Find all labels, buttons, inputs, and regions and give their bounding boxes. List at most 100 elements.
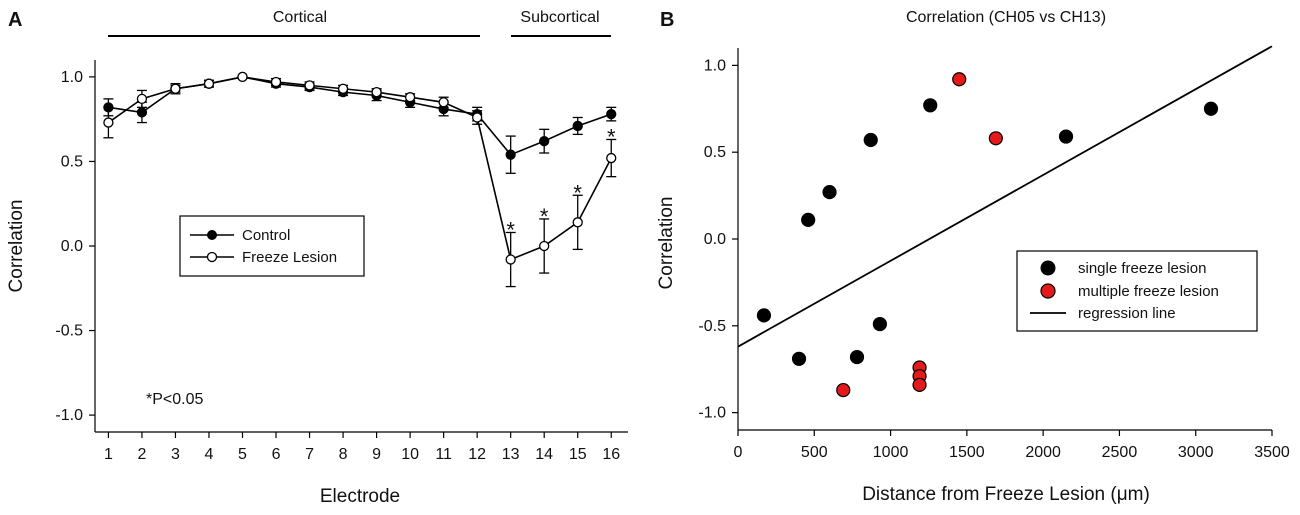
legend-control-marker	[207, 230, 217, 240]
panel-b-x-tick-label: 1000	[873, 444, 909, 461]
panel-b-letter: B	[660, 9, 674, 31]
panel-a-y-tick-label: 1.0	[61, 69, 83, 86]
series-control-line	[108, 76, 612, 156]
series-freeze-lesion-line	[107, 76, 612, 261]
regression-line	[737, 45, 1273, 348]
panel-b-y-ticks: 1.0 0.5 0.0 -0.5 -1.0	[698, 57, 738, 422]
panel-a-letter: A	[8, 9, 22, 31]
panel-b-y-label: Correlation	[656, 197, 677, 290]
single-freeze-lesion-point	[863, 132, 878, 148]
significance-annotation: *P<0.05	[146, 391, 203, 408]
panel-a-x-tick-label: 3	[171, 446, 180, 463]
panel-b-y-tick-label: 1.0	[704, 57, 726, 74]
panel-a-y-tick-label: -0.5	[55, 323, 83, 340]
freeze-lesion-point	[572, 217, 583, 228]
panel-b-x-tick-label: 500	[801, 444, 828, 461]
panel-a-x-tick-label: 1	[104, 446, 113, 463]
freeze-lesion-point	[304, 80, 315, 91]
panel-b-axes	[737, 48, 1272, 431]
panel-b-y-tick-label: 0.0	[704, 231, 726, 248]
freeze-lesion-point	[337, 83, 349, 94]
multiple-freeze-lesion-point	[912, 377, 927, 392]
cortical-label: Cortical	[273, 9, 327, 26]
panel-b-x-tick-label: 3000	[1178, 444, 1214, 461]
freeze-lesion-point	[505, 254, 516, 265]
legend-freeze-marker	[206, 251, 218, 263]
freeze-lesion-point	[472, 112, 483, 123]
panel-b-x-tick-label: 1500	[949, 444, 985, 461]
single-freeze-lesion-point	[756, 308, 772, 323]
control-point	[572, 120, 583, 132]
panel-b-legend-box	[1016, 250, 1258, 332]
control-point	[539, 136, 550, 147]
panel-b-y-tick-label: 0.5	[704, 144, 726, 161]
control-point	[505, 149, 516, 160]
single-freeze-lesion-point	[822, 185, 837, 200]
panel-a-x-tick-label: 4	[205, 446, 214, 463]
panel-b-x-ticks: 0 500 1000 1500 2000 2500 3000 3500	[734, 430, 1290, 461]
panel-a-x-tick-label: 10	[401, 446, 419, 463]
subcortical-label: Subcortical	[520, 9, 599, 26]
freeze-lesion-point	[136, 93, 148, 105]
control-point	[606, 108, 617, 120]
panel-b-x-tick-label: 0	[734, 444, 743, 461]
panel-b-x-tick-label: 2500	[1102, 444, 1138, 461]
legend-multiple-label: multiple freeze lesion	[1078, 283, 1219, 300]
panel-a-x-tick-label: 9	[372, 446, 381, 463]
multiple-freeze-lesion-point	[836, 382, 851, 398]
control-point	[136, 107, 148, 118]
panel-a-x-tick-label: 13	[502, 446, 520, 463]
single-freeze-lesion-point	[923, 98, 938, 113]
legend-multiple-marker	[1040, 283, 1056, 299]
panel-a-legend-box	[179, 215, 365, 277]
freeze-lesion-point	[270, 76, 282, 88]
significance-star: *	[540, 204, 549, 229]
single-freeze-lesion-point	[1203, 101, 1219, 116]
legend-single-marker	[1040, 260, 1056, 276]
panel-a-x-ticks: 1 2 3 4 5 6 7 8 9 10 11 12 13 14 15 16	[104, 432, 620, 463]
freeze-lesion-point	[606, 152, 617, 164]
multiple-freeze-lesion-point	[988, 131, 1003, 146]
freeze-lesion-point	[203, 78, 215, 89]
significance-star: *	[573, 180, 582, 205]
panel-a-y-tick-label: 0.5	[61, 153, 83, 170]
panel-a-plot-area: * * * *	[103, 71, 617, 288]
freeze-lesion-point	[103, 117, 114, 128]
panel-b-legend: single freeze lesion multiple freeze les…	[1016, 250, 1258, 332]
panel-a-brackets: Cortical Subcortical	[108, 9, 611, 37]
legend-single-label: single freeze lesion	[1078, 260, 1206, 277]
single-freeze-lesion-point	[801, 212, 816, 227]
control-point	[103, 102, 114, 113]
panel-a-y-ticks: 1.0 0.5 0.0 -0.5 -1.0	[55, 69, 95, 424]
freeze-lesion-point	[170, 83, 181, 94]
panel-b-x-tick-label: 2000	[1025, 444, 1061, 461]
panel-b-y-tick-label: -1.0	[698, 405, 726, 422]
panel-a-x-tick-label: 16	[602, 446, 620, 463]
panel-a-x-tick-label: 11	[435, 446, 452, 463]
panel-a-legend: Control Freeze Lesion	[179, 215, 365, 277]
panel-a-x-tick-label: 12	[468, 446, 486, 463]
panel-b-x-label: Distance from Freeze Lesion (μm)	[862, 484, 1150, 505]
panel-a-x-tick-label: 5	[238, 446, 247, 463]
panel-a-y-tick-label: -1.0	[55, 407, 83, 424]
freeze-lesion-point	[237, 71, 248, 83]
freeze-lesion-point	[539, 240, 550, 252]
freeze-lesion-point	[438, 97, 449, 108]
panel-b-y-tick-label: -0.5	[698, 318, 726, 335]
legend-regression-label: regression line	[1078, 305, 1176, 322]
single-freeze-lesion-point	[1058, 129, 1074, 144]
panel-b-x-tick-label: 3500	[1254, 444, 1290, 461]
panel-b-plot-area	[737, 45, 1273, 398]
panel-a-y-label: Correlation	[6, 200, 27, 293]
panel-a-y-tick-label: 0.0	[61, 238, 83, 255]
freeze-lesion-point	[404, 92, 416, 103]
single-freeze-lesion-point	[849, 349, 865, 365]
panel-a-x-tick-label: 14	[535, 446, 553, 463]
single-freeze-lesion-point	[872, 316, 887, 332]
significance-star: *	[506, 217, 515, 242]
panel-a-x-tick-label: 7	[305, 446, 314, 463]
legend-freeze-label: Freeze Lesion	[242, 249, 337, 266]
panel-a-x-label: Electrode	[320, 486, 400, 507]
panel-a-x-tick-label: 15	[569, 446, 587, 463]
